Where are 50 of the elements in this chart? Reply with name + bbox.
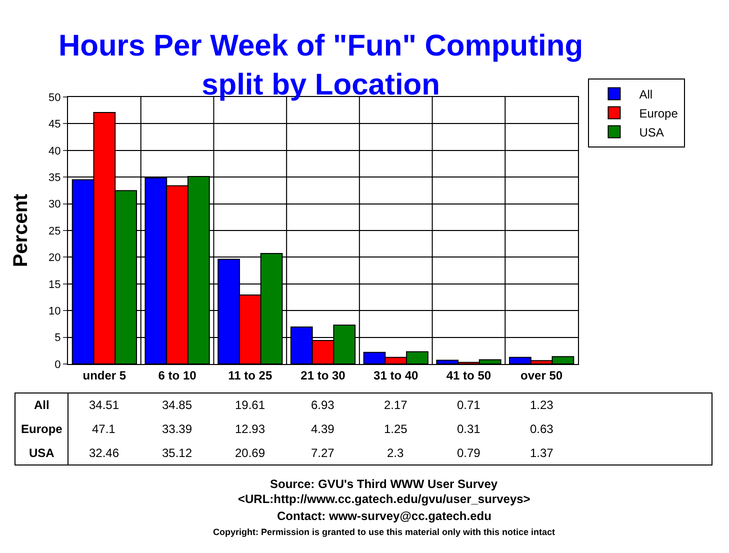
- y-tick-label: 15: [48, 278, 61, 291]
- data-label: 20.69: [235, 446, 266, 460]
- text: USA: [29, 446, 54, 460]
- x-tick-label: 41 to 50: [446, 368, 492, 382]
- y-tick-label: 35: [48, 172, 61, 184]
- y-tick-label: 45: [48, 118, 61, 131]
- data-label: 6.93: [311, 398, 335, 412]
- data-label: 2.17: [384, 398, 408, 412]
- legend-label: All: [639, 87, 653, 102]
- data-label: 12.93: [235, 422, 266, 436]
- y-tick-label: 50: [48, 92, 61, 104]
- data-label: 1.23: [530, 398, 554, 412]
- x-tick-label: 21 to 30: [300, 368, 346, 382]
- x-tick-label: 31 to 40: [374, 368, 419, 382]
- x-tick-label: under 5: [82, 368, 126, 382]
- data-label: 1.25: [384, 422, 408, 436]
- text: All: [34, 398, 50, 412]
- y-tick-label: 10: [48, 305, 61, 318]
- x-tick-label: 11 to 25: [228, 368, 272, 382]
- data-label: 19.61: [235, 398, 266, 412]
- text: Copyright: Permission is granted to use this material only with this notice intact: [213, 527, 556, 537]
- legend-label: USA: [639, 125, 664, 140]
- text: Contact: www-survey@cc.gatech.edu: [277, 509, 492, 523]
- data-label: 33.39: [162, 422, 192, 436]
- data-label: 2.3: [387, 446, 404, 460]
- y-tick-label: 5: [54, 332, 61, 344]
- data-label: 34.85: [162, 398, 192, 412]
- data-label: 34.51: [89, 398, 120, 412]
- y-tick-label: 40: [48, 145, 61, 158]
- data-label: 0.79: [457, 446, 481, 460]
- text: Europe: [21, 422, 62, 436]
- y-tick-label: 20: [48, 252, 61, 264]
- data-label: 1.37: [530, 446, 554, 460]
- data-label: 0.71: [457, 398, 481, 412]
- data-label: 32.46: [89, 446, 120, 460]
- x-tick-label: 6 to 10: [158, 368, 197, 382]
- data-label: 47.1: [92, 422, 116, 436]
- data-label: 7.27: [311, 446, 335, 460]
- y-axis-title: Percent: [10, 193, 32, 268]
- data-label: 35.12: [162, 446, 192, 460]
- text: <URL:http://www.cc.gatech.edu/gvu/user_surveys>: [238, 492, 530, 506]
- data-label: 4.39: [311, 422, 335, 436]
- y-tick-label: 25: [48, 225, 61, 238]
- legend-label: Europe: [639, 106, 678, 120]
- source-note: Source: GVU's Third WWW User Survey: [270, 477, 498, 491]
- x-tick-label: over 50: [520, 368, 563, 382]
- y-tick-label: 30: [48, 198, 61, 211]
- y-tick-label: 0: [54, 358, 61, 371]
- data-label: 0.31: [457, 422, 481, 436]
- data-label: 0.63: [530, 422, 554, 436]
